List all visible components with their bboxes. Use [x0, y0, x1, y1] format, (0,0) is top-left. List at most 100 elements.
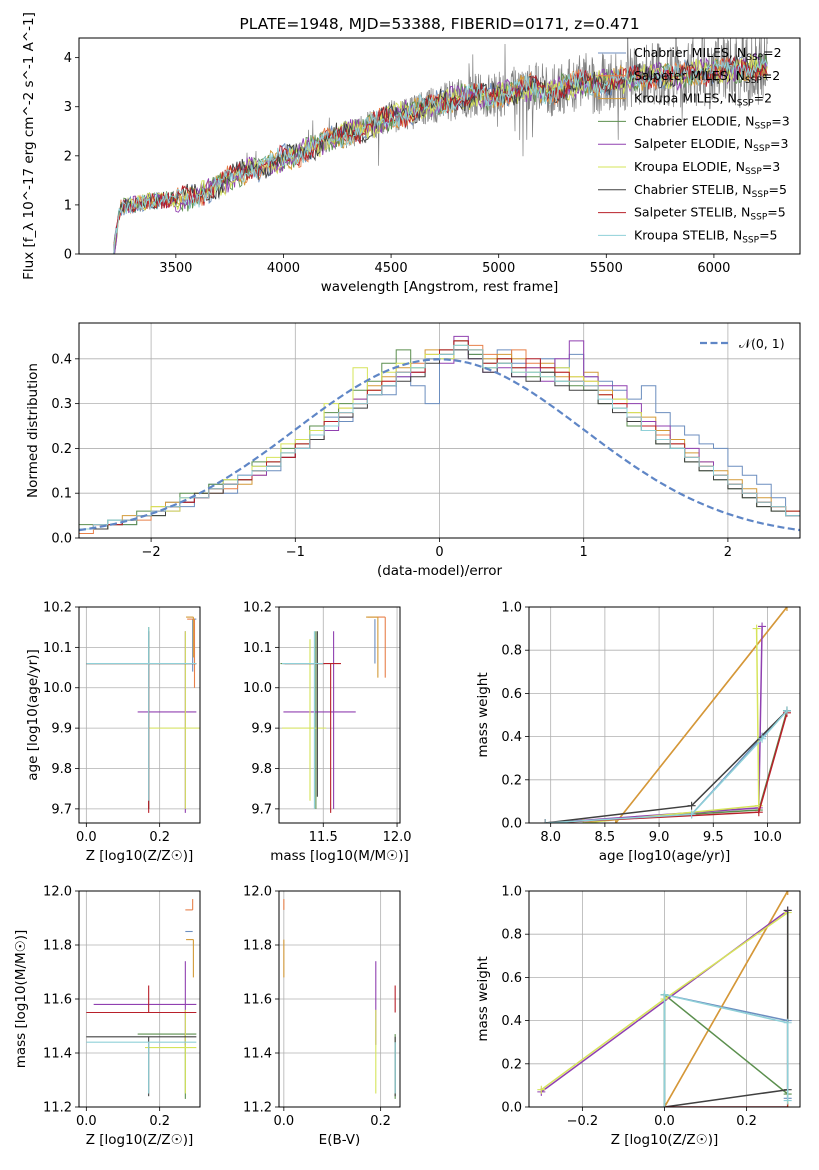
y-tick-label: 11.6: [43, 993, 72, 1008]
errorbar: [86, 662, 197, 813]
legend: 𝒩(0, 1): [700, 336, 785, 351]
panel-mass-vs-EBV: 0.0 0.2 11.2 11.4 11.6 11.8 12.0 E(B-V): [243, 885, 401, 1148]
weight-marker: [783, 891, 792, 895]
legend-label: Chabrier STELIB, NSSP=5: [634, 182, 787, 200]
plot-area: [79, 335, 800, 538]
y-tick-label: 11.4: [43, 1047, 72, 1062]
errorbar: [280, 631, 325, 809]
y-tick-label: 9.9: [51, 722, 72, 737]
errorbar: [186, 616, 194, 658]
y-tick-label: 0.4: [51, 352, 72, 367]
errorbar: [86, 1041, 197, 1094]
legend-label: Chabrier ELODIE, NSSP=3: [634, 113, 790, 131]
axes-frame: [528, 606, 801, 824]
x-tick-label: 10.0: [753, 830, 782, 845]
y-tick-label: 0.0: [51, 532, 72, 547]
y-tick-label: 11.6: [243, 993, 272, 1008]
errorbar: [148, 631, 200, 809]
plot-area: [541, 607, 791, 823]
y-axis-label: age [log10(age/yr)]: [25, 649, 41, 781]
weight-line: [545, 626, 763, 823]
y-tick-label: 11.2: [243, 1101, 272, 1116]
y-tick-label: 9.8: [51, 762, 72, 777]
weight-line: [663, 993, 789, 1107]
weight-marker: [758, 622, 767, 631]
x-tick-label: 12.0: [383, 830, 412, 845]
y-tick-label: 10.0: [43, 681, 72, 696]
y-tick-label: 10.2: [43, 601, 72, 616]
x-tick-label: 5000: [482, 261, 515, 276]
errorbar: [185, 899, 194, 911]
y-tick-label: 0.6: [501, 971, 522, 986]
y-tick-label: 0: [64, 248, 72, 263]
chart-title: PLATE=1948, MJD=53388, FIBERID=0171, z=0…: [239, 15, 639, 33]
x-tick-label: 0.2: [149, 1114, 170, 1129]
errorbar: [86, 1036, 197, 1097]
model-spectrum-line: [113, 51, 768, 254]
x-tick-label: 4500: [375, 261, 408, 276]
plot-area: [283, 899, 396, 1099]
weight-marker: [783, 1096, 792, 1105]
panel-age-vs-Z: 0.0 0.2 9.7 9.8 9.9 10.0 10.1 10.2 Z [log10(Z/Z☉…: [25, 601, 201, 864]
weight-line: [663, 993, 789, 1107]
x-axis-label: E(B-V): [319, 1132, 361, 1148]
x-tick-label: −2: [142, 545, 161, 560]
y-tick-label: 9.7: [251, 802, 272, 817]
weight-marker: [537, 1085, 546, 1094]
errorbar: [93, 961, 197, 1045]
x-tick-label: 0.0: [273, 1114, 294, 1129]
errorbar: [137, 1033, 197, 1099]
x-tick-label: 5500: [590, 261, 623, 276]
x-tick-label: 3500: [159, 261, 192, 276]
weight-marker: [660, 1103, 669, 1107]
weight-marker: [754, 808, 763, 817]
errorbar: [281, 631, 324, 809]
x-axis-label: Z [log10(Z/Z☉)]: [86, 1132, 194, 1148]
y-axis-label: mass weight: [475, 956, 491, 1041]
weight-marker: [687, 810, 696, 819]
x-tick-label: 0.2: [370, 1114, 391, 1129]
y-tick-label: 2: [64, 149, 72, 164]
x-tick-label: 4000: [267, 261, 300, 276]
x-axis-label: mass [log10(M/M☉)]: [270, 848, 409, 864]
weight-line: [663, 993, 789, 1107]
panel-age-vs-mass: 11.5 12.0 9.7 9.8 9.9 10.0 10.1 10.2 mass [log10…: [243, 601, 411, 865]
plot-area: [86, 899, 197, 1099]
y-tick-label: 11.8: [243, 939, 272, 954]
plot-area: [537, 891, 792, 1107]
y-tick-label: 0.2: [51, 442, 72, 457]
y-tick-label: 1: [64, 198, 72, 213]
x-tick-label: 9.5: [703, 830, 724, 845]
errorbar: [186, 939, 194, 978]
y-axis-label: Flux [f_λ 10^-17 erg cm^-2 s^-1 A^-1]: [21, 12, 37, 280]
y-tick-label: 12.0: [243, 885, 272, 900]
x-tick-label: 6000: [697, 261, 730, 276]
y-tick-label: 10.1: [243, 641, 272, 656]
x-axis-label: age [log10(age/yr)]: [599, 848, 731, 864]
panel-mass-vs-Z: 0.0 0.2 11.2 11.4 11.6 11.8 12.0 Z [log10(Z/Z☉)…: [13, 885, 201, 1148]
model-spectrum-line: [113, 58, 768, 250]
y-tick-label: 0.2: [501, 773, 522, 788]
axes-frame: [78, 606, 201, 824]
y-tick-label: 0.3: [51, 397, 72, 412]
x-tick-label: 0: [435, 545, 443, 560]
y-tick-label: 0.6: [501, 687, 522, 702]
y-axis-label: mass [log10(M/M☉)]: [13, 930, 29, 1069]
model-spectrum-line: [113, 56, 768, 254]
y-tick-label: 1.0: [501, 885, 522, 900]
y-tick-label: 0.1: [51, 487, 72, 502]
weight-marker: [541, 819, 550, 823]
x-axis-label: wavelength [Angstrom, rest frame]: [321, 279, 559, 295]
errorbar: [86, 631, 197, 809]
axes-frame: [278, 606, 401, 824]
legend-label: Kroupa STELIB, NSSP=5: [634, 227, 778, 245]
x-tick-label: 2: [724, 545, 732, 560]
y-tick-label: 11.4: [243, 1047, 272, 1062]
weight-line: [615, 607, 788, 823]
errorbar: [281, 639, 327, 801]
y-tick-label: 0.4: [501, 1014, 522, 1029]
legend-label: Salpeter MILES, NSSP=2: [634, 68, 780, 86]
panel-spectrum: 3500 4000 4500 5000 5500 6000 0 1 2 3 4 wavelength …: [21, 12, 801, 295]
weight-marker: [687, 801, 696, 810]
y-tick-label: 9.9: [251, 722, 272, 737]
